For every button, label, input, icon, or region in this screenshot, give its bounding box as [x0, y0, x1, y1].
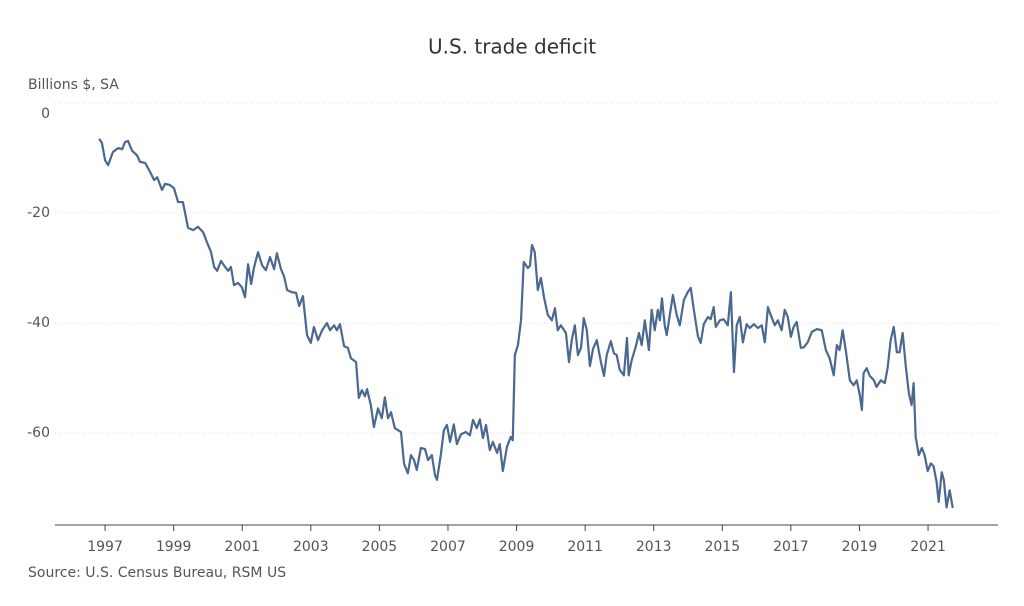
x-tick-label: 1999 — [156, 539, 192, 555]
y-axis-label: Billions $, SA — [28, 77, 119, 93]
x-tick-label: 2019 — [842, 539, 878, 555]
x-tick-label: 2017 — [773, 539, 809, 555]
y-tick-label: -60 — [27, 425, 50, 441]
chart-title: U.S. trade deficit — [428, 35, 596, 59]
x-tick-label: 1997 — [87, 539, 123, 555]
x-tick-label: 2011 — [567, 539, 603, 555]
x-tick-label: 2015 — [704, 539, 740, 555]
x-tick-label: 2007 — [430, 539, 466, 555]
x-tick-label: 2013 — [636, 539, 672, 555]
y-tick-label: 0 — [41, 106, 50, 122]
x-tick-label: 2001 — [224, 539, 260, 555]
data-line — [98, 138, 954, 509]
y-tick-label: -20 — [27, 205, 50, 221]
x-tick-label: 2003 — [293, 539, 329, 555]
x-tick-label: 2021 — [910, 539, 946, 555]
y-tick-label: -40 — [27, 315, 50, 331]
source-note: Source: U.S. Census Bureau, RSM US — [28, 565, 286, 581]
x-tick-label: 2009 — [499, 539, 535, 555]
x-tick-label: 2005 — [362, 539, 398, 555]
